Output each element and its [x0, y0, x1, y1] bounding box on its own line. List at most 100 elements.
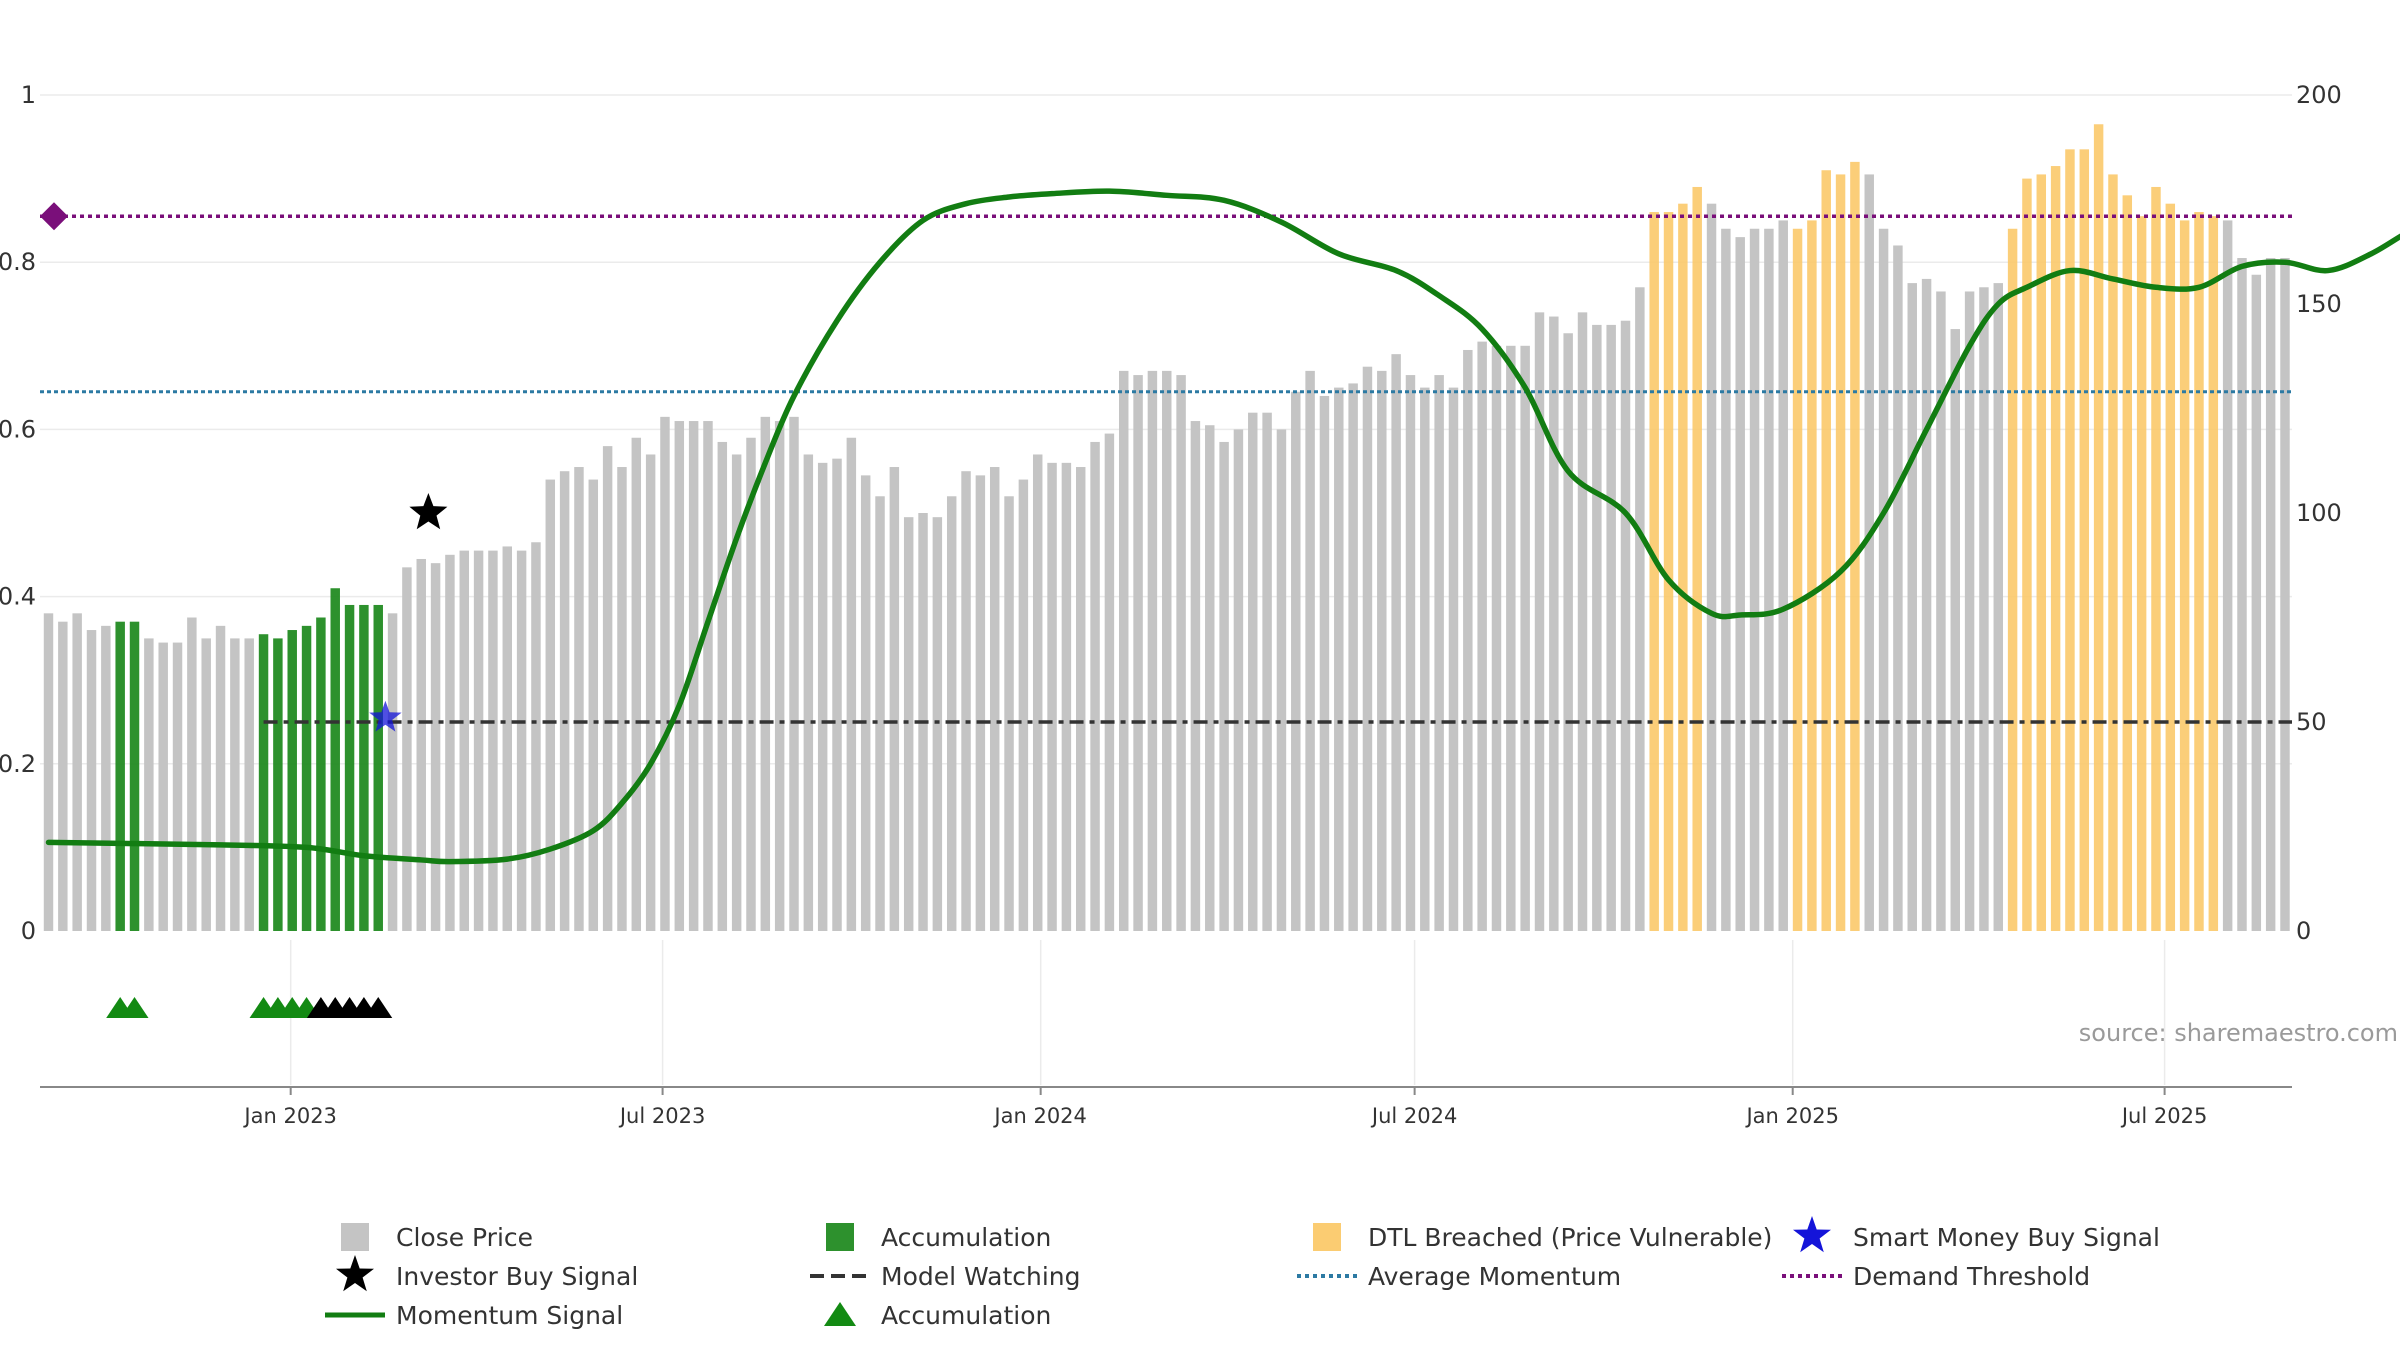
price-bar: [1119, 370, 1129, 931]
price-bar: [1391, 354, 1401, 931]
price-bar: [1936, 291, 1946, 932]
price-bar: [1061, 462, 1072, 931]
price-bar: [488, 550, 498, 931]
price-bar: [1190, 421, 1201, 931]
price-bar: [946, 496, 957, 931]
price-bar: [2222, 220, 2233, 931]
price-bar: [846, 437, 857, 931]
price-bar: [1276, 429, 1287, 931]
y-left-tick-label: 0.6: [0, 415, 36, 443]
price-bar: [502, 546, 513, 931]
price-bar: [746, 437, 756, 931]
price-bar: [1764, 228, 1774, 931]
price-bar: [617, 467, 627, 931]
price-bar: [1334, 387, 1344, 932]
investor-buy-star: [409, 493, 448, 530]
dtl-bar: [2122, 195, 2133, 931]
accumulation-triangles: [106, 997, 393, 1018]
legend-label: Average Momentum: [1368, 1262, 1621, 1291]
price-bar: [832, 458, 842, 931]
source-label: source: sharemaestro.com: [2079, 1019, 2398, 1047]
dtl-bar: [2065, 149, 2075, 932]
legend-star-icon: [336, 1255, 374, 1292]
price-bar: [602, 446, 613, 931]
price-bar: [860, 475, 871, 931]
signal-markers: [369, 493, 448, 732]
price-bar: [72, 613, 82, 931]
price-bar: [1620, 320, 1631, 932]
accumulation-bar: [115, 621, 125, 931]
dtl-bar: [1663, 212, 1674, 932]
price-bar: [559, 471, 570, 931]
dtl-bar: [1807, 220, 1817, 931]
dtl-bar: [2151, 186, 2161, 931]
price-bar: [774, 421, 785, 931]
y-left-tick-label: 0: [21, 917, 36, 945]
price-bar: [387, 613, 398, 931]
price-bar: [1090, 441, 1100, 931]
legend-label: Investor Buy Signal: [396, 1262, 638, 1291]
price-bar: [760, 416, 771, 931]
y-left-tick-label: 0.8: [0, 248, 36, 276]
price-bar: [459, 550, 469, 931]
price-bar: [1463, 349, 1473, 932]
accumulation-bar: [359, 604, 369, 931]
legend-label: Close Price: [396, 1223, 533, 1252]
legend-item: DTL Breached (Price Vulnerable): [1313, 1223, 1772, 1252]
price-bar: [1219, 441, 1229, 931]
dtl-bar: [2108, 174, 2118, 932]
price-bar: [1405, 375, 1416, 931]
legend-item: Demand Threshold: [1782, 1262, 2090, 1291]
y-left-tick-label: 0.4: [0, 583, 36, 611]
legend-item: Accumulation: [826, 1223, 1051, 1252]
price-bar: [1448, 387, 1459, 932]
legend-label: Accumulation: [881, 1223, 1051, 1252]
legend: Close Price Accumulation DTL Breached (Pri…: [325, 1216, 2160, 1330]
price-bar: [1477, 341, 1487, 931]
dtl-bar: [2179, 220, 2190, 931]
dtl-bar: [1792, 228, 1803, 931]
accumulation-bar: [316, 617, 326, 931]
y-right-tick-label: 0: [2296, 917, 2311, 945]
price-bar: [731, 454, 742, 931]
legend-item: Model Watching: [810, 1262, 1081, 1291]
price-bar: [703, 421, 713, 931]
price-bar: [1176, 375, 1186, 931]
price-bar: [86, 630, 97, 931]
price-bar: [1305, 370, 1315, 931]
y-left-tick-label: 1: [21, 81, 36, 109]
price-bar: [903, 517, 914, 931]
price-bar: [660, 416, 670, 931]
price-bar: [1377, 370, 1387, 931]
price-bar: [1635, 287, 1645, 931]
price-bar: [1075, 467, 1086, 931]
price-bar: [1491, 345, 1502, 931]
dtl-bar: [2079, 149, 2090, 932]
price-bar: [803, 454, 814, 931]
momentum-signal-line: [45, 188, 2400, 865]
x-tick-label: Jan 2024: [992, 1104, 1087, 1128]
price-bar: [1248, 412, 1258, 931]
accumulation-bar: [344, 604, 355, 931]
price-bar: [1506, 345, 1516, 931]
accumulation-bar: [273, 638, 283, 931]
price-bar: [674, 421, 685, 931]
price-bars: [43, 124, 2290, 932]
dtl-bar: [2165, 203, 2176, 931]
dtl-bar: [2208, 216, 2219, 932]
price-bar: [445, 554, 455, 931]
price-bar: [1205, 425, 1215, 931]
price-bar: [201, 638, 211, 931]
accumulation-bar: [301, 625, 312, 931]
price-bar: [932, 517, 943, 931]
legend-triangle-icon: [824, 1302, 856, 1326]
price-bar: [1520, 345, 1530, 931]
price-bar: [158, 642, 168, 931]
price-bar: [101, 625, 111, 931]
price-bar: [1262, 412, 1272, 931]
price-bar: [1032, 454, 1043, 931]
y-left-tick-label: 0.2: [0, 750, 36, 778]
price-bar: [430, 563, 441, 931]
legend-label: Momentum Signal: [396, 1301, 623, 1330]
